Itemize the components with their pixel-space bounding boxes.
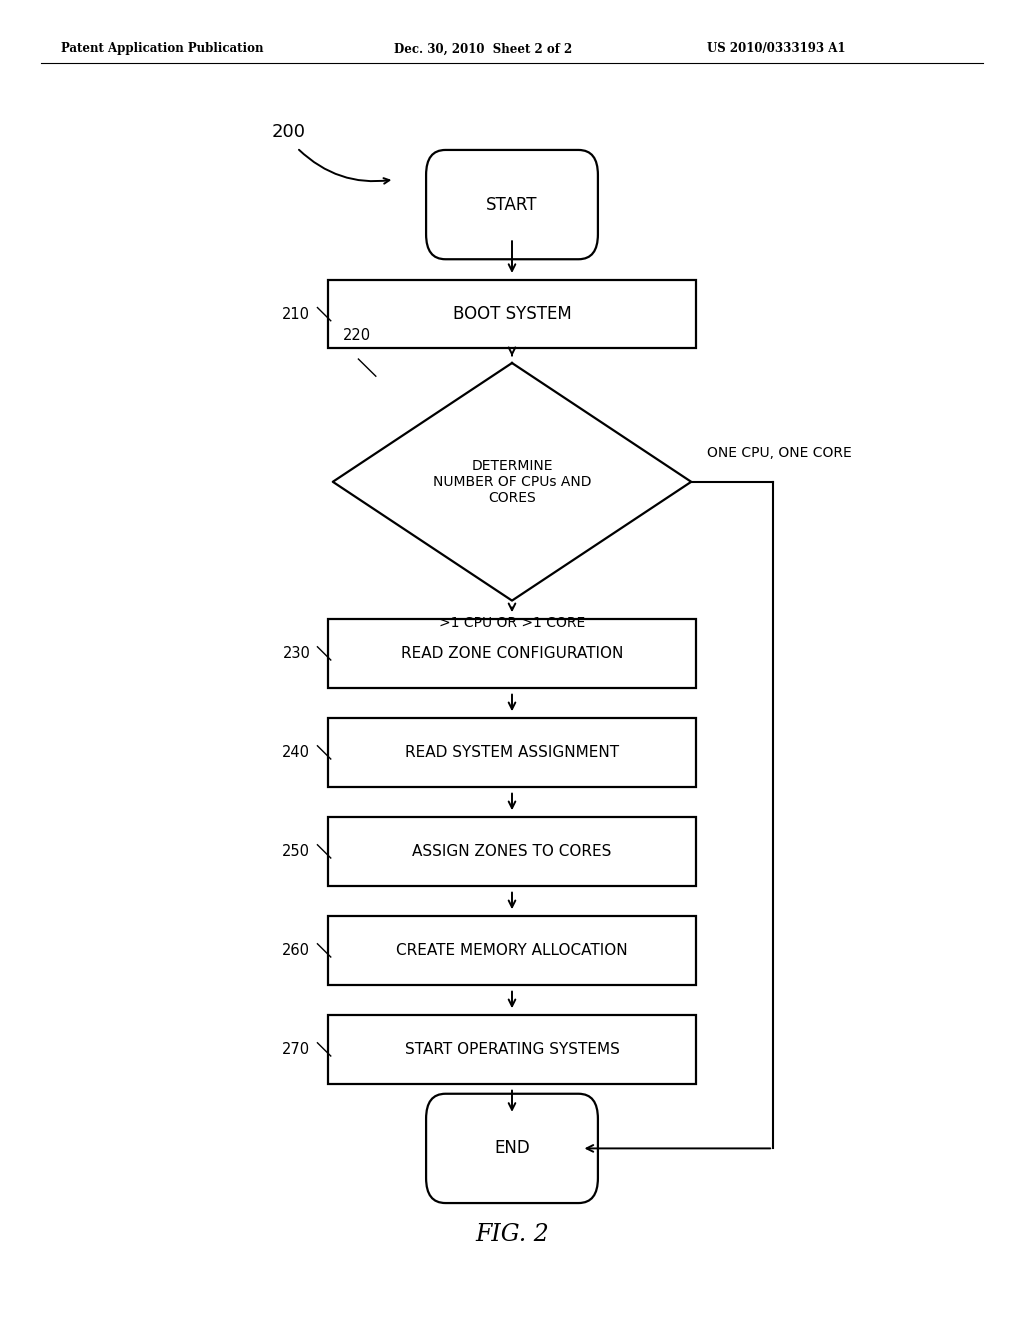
Text: READ ZONE CONFIGURATION: READ ZONE CONFIGURATION — [400, 645, 624, 661]
FancyBboxPatch shape — [426, 150, 598, 259]
Bar — [328, 718, 696, 787]
Text: 240: 240 — [283, 744, 310, 760]
Text: ASSIGN ZONES TO CORES: ASSIGN ZONES TO CORES — [413, 843, 611, 859]
Text: 270: 270 — [283, 1041, 310, 1057]
Bar — [328, 817, 696, 886]
Text: 210: 210 — [283, 306, 310, 322]
Text: 260: 260 — [283, 942, 310, 958]
Bar — [328, 280, 696, 348]
Text: BOOT SYSTEM: BOOT SYSTEM — [453, 305, 571, 323]
Text: 250: 250 — [283, 843, 310, 859]
Text: READ SYSTEM ASSIGNMENT: READ SYSTEM ASSIGNMENT — [404, 744, 620, 760]
Polygon shape — [333, 363, 691, 601]
Text: START OPERATING SYSTEMS: START OPERATING SYSTEMS — [404, 1041, 620, 1057]
Text: START: START — [486, 195, 538, 214]
Text: DETERMINE
NUMBER OF CPUs AND
CORES: DETERMINE NUMBER OF CPUs AND CORES — [433, 458, 591, 506]
Bar — [328, 1015, 696, 1084]
Text: 230: 230 — [283, 645, 310, 661]
Bar — [328, 916, 696, 985]
Text: US 2010/0333193 A1: US 2010/0333193 A1 — [707, 42, 845, 55]
FancyBboxPatch shape — [426, 1094, 598, 1203]
Bar — [328, 619, 696, 688]
Text: ONE CPU, ONE CORE: ONE CPU, ONE CORE — [707, 446, 851, 459]
Text: >1 CPU OR >1 CORE: >1 CPU OR >1 CORE — [439, 616, 585, 631]
Text: Patent Application Publication: Patent Application Publication — [61, 42, 264, 55]
Text: Dec. 30, 2010  Sheet 2 of 2: Dec. 30, 2010 Sheet 2 of 2 — [394, 42, 572, 55]
Text: FIG. 2: FIG. 2 — [475, 1222, 549, 1246]
Text: 220: 220 — [343, 329, 371, 343]
Text: 200: 200 — [271, 123, 305, 141]
Text: END: END — [495, 1139, 529, 1158]
Text: CREATE MEMORY ALLOCATION: CREATE MEMORY ALLOCATION — [396, 942, 628, 958]
